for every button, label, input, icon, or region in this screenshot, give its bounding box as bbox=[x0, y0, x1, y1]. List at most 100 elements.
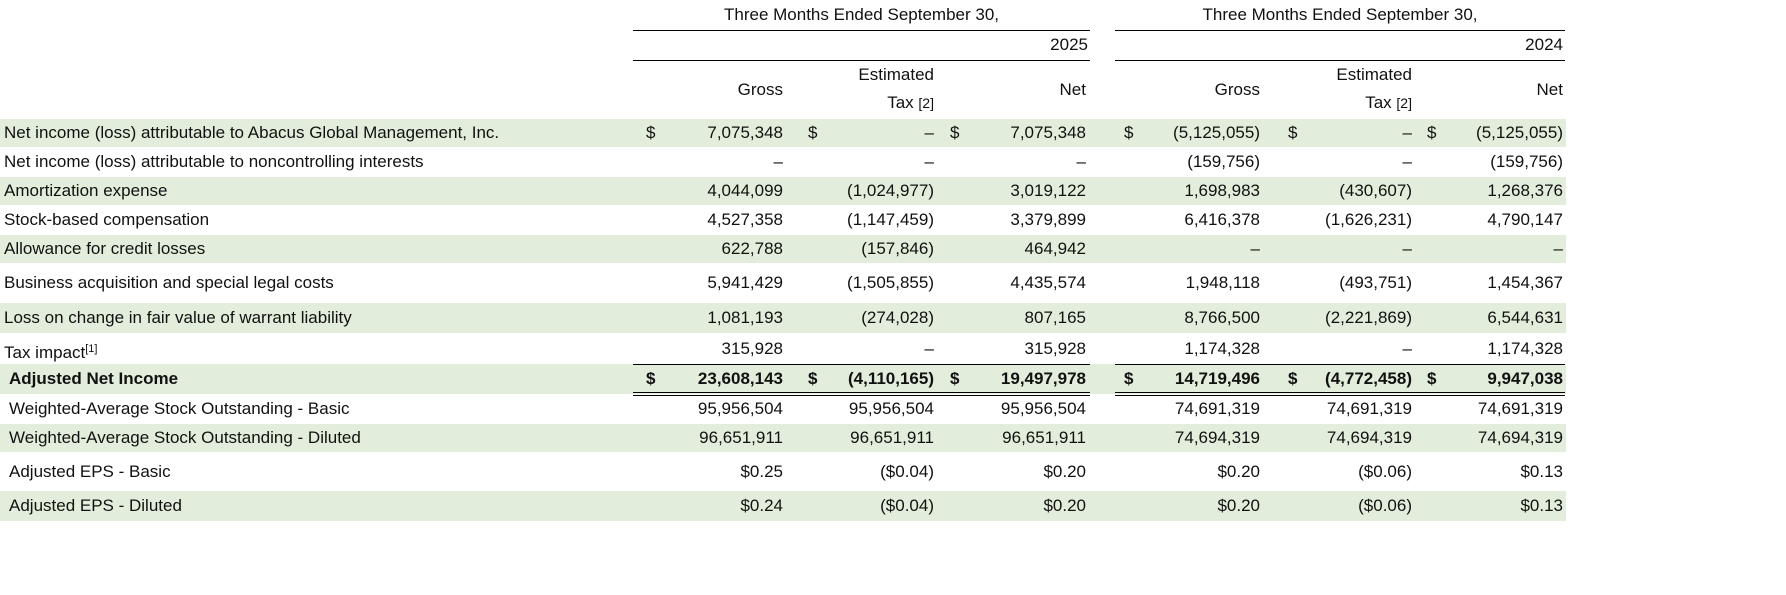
cell-value: (157,846) bbox=[861, 239, 934, 258]
cell-value: 4,527,358 bbox=[707, 210, 783, 229]
column-header: Net bbox=[1536, 80, 1563, 99]
row-label: Adjusted Net Income bbox=[9, 369, 179, 388]
cell-value: 74,691,319 bbox=[1477, 399, 1563, 418]
row-label: Stock-based compensation bbox=[4, 210, 210, 229]
group-year: 2024 bbox=[1525, 35, 1563, 54]
column-header: Estimated bbox=[1336, 65, 1412, 84]
cell-value: (5,125,055) bbox=[1476, 123, 1563, 142]
cell-value: $0.13 bbox=[1520, 461, 1563, 481]
cell-value: (4,772,458) bbox=[1325, 369, 1412, 388]
cell-value: $0.20 bbox=[1217, 496, 1260, 515]
row-label: Weighted-Average Stock Outstanding - Bas… bbox=[9, 399, 350, 418]
cell-value: – bbox=[1402, 152, 1412, 171]
currency-symbol: $ bbox=[1288, 369, 1298, 388]
row-label: Adjusted EPS - Diluted bbox=[9, 496, 182, 515]
cell-value: (159,756) bbox=[1187, 152, 1260, 171]
cell-value: 14,719,496 bbox=[1174, 369, 1260, 388]
cell-value: ($0.06) bbox=[1358, 461, 1412, 481]
currency-symbol: $ bbox=[646, 123, 656, 142]
cell-value: 5,941,429 bbox=[707, 273, 783, 292]
row-label: Allowance for credit losses bbox=[4, 239, 206, 258]
cell-value: 807,165 bbox=[1024, 308, 1086, 327]
total-rule bbox=[1115, 364, 1565, 365]
column-header: Gross bbox=[1214, 80, 1260, 99]
cell-value: $0.20 bbox=[1043, 496, 1086, 515]
cell-value: (5,125,055) bbox=[1173, 123, 1260, 142]
cell-value: – bbox=[1402, 239, 1412, 258]
group-year: 2025 bbox=[1050, 35, 1088, 54]
row-shade bbox=[0, 119, 1566, 147]
cell-value: (1,505,855) bbox=[847, 273, 934, 292]
column-header: Tax [2] bbox=[887, 93, 934, 112]
cell-value: (430,607) bbox=[1339, 181, 1412, 200]
cell-value: 622,788 bbox=[721, 239, 783, 258]
header-rule bbox=[1115, 30, 1565, 31]
cell-value: 3,019,122 bbox=[1010, 181, 1086, 200]
row-label: Net income (loss) attributable to noncon… bbox=[4, 152, 424, 171]
cell-value: $0.24 bbox=[740, 496, 783, 515]
cell-value: 74,694,319 bbox=[1174, 428, 1260, 447]
cell-value: 1,698,983 bbox=[1184, 181, 1260, 200]
footnote-ref: [1] bbox=[85, 342, 98, 355]
currency-symbol: $ bbox=[1427, 123, 1437, 142]
cell-value: ($0.04) bbox=[880, 461, 934, 481]
cell-value: 19,497,978 bbox=[1000, 369, 1086, 388]
cell-value: (493,751) bbox=[1339, 273, 1412, 292]
cell-value: (274,028) bbox=[861, 308, 934, 327]
cell-value: 7,075,348 bbox=[707, 123, 783, 142]
cell-value: – bbox=[924, 338, 934, 358]
cell-value: 315,928 bbox=[1024, 338, 1086, 358]
column-header: Estimated bbox=[858, 65, 934, 84]
cell-value: ($0.06) bbox=[1358, 496, 1412, 515]
currency-symbol: $ bbox=[808, 369, 818, 388]
cell-value: 95,956,504 bbox=[848, 399, 934, 418]
row-shade bbox=[0, 491, 1566, 521]
total-rule bbox=[633, 392, 1090, 393]
cell-value: 74,694,319 bbox=[1326, 428, 1412, 447]
currency-symbol: $ bbox=[1427, 369, 1437, 388]
total-rule bbox=[633, 395, 1090, 396]
cell-value: $0.13 bbox=[1520, 496, 1563, 515]
currency-symbol: $ bbox=[950, 123, 960, 142]
currency-symbol: $ bbox=[1124, 369, 1134, 388]
header-rule bbox=[1115, 60, 1565, 61]
column-header: Net bbox=[1059, 80, 1086, 99]
cell-value: 96,651,911 bbox=[850, 428, 934, 447]
cell-value: 23,608,143 bbox=[697, 369, 783, 388]
cell-value: 74,691,319 bbox=[1174, 399, 1260, 418]
header-rule bbox=[633, 30, 1090, 31]
row-label: Loss on change in fair value of warrant … bbox=[4, 308, 352, 327]
cell-value: 1,081,193 bbox=[707, 308, 783, 327]
currency-symbol: $ bbox=[1288, 123, 1298, 142]
cell-value: $0.20 bbox=[1217, 461, 1260, 481]
cell-value: 8,766,500 bbox=[1184, 308, 1260, 327]
cell-value: – bbox=[1402, 338, 1412, 358]
cell-value: 3,379,899 bbox=[1010, 210, 1086, 229]
cell-value: 1,174,328 bbox=[1487, 338, 1563, 358]
row-shade bbox=[0, 235, 1566, 263]
cell-value: (2,221,869) bbox=[1325, 308, 1412, 327]
header-rule bbox=[633, 60, 1090, 61]
cell-value: 7,075,348 bbox=[1010, 123, 1086, 142]
cell-value: 95,956,504 bbox=[697, 399, 783, 418]
cell-value: 1,948,118 bbox=[1185, 273, 1260, 292]
cell-value: 74,691,319 bbox=[1326, 399, 1412, 418]
row-label: Weighted-Average Stock Outstanding - Dil… bbox=[9, 428, 361, 447]
row-label: Amortization expense bbox=[4, 181, 168, 200]
cell-value: – bbox=[924, 123, 934, 142]
cell-value: 96,651,911 bbox=[699, 428, 783, 447]
currency-symbol: $ bbox=[950, 369, 960, 388]
row-shade bbox=[0, 364, 1566, 394]
group-title: Three Months Ended September 30, bbox=[724, 5, 999, 24]
cell-value: – bbox=[1402, 123, 1412, 142]
cell-value: 4,790,147 bbox=[1487, 210, 1563, 229]
currency-symbol: $ bbox=[646, 369, 656, 388]
cell-value: 6,544,631 bbox=[1487, 308, 1563, 327]
total-rule bbox=[1115, 392, 1565, 393]
cell-value: 1,268,376 bbox=[1487, 181, 1563, 200]
footnote-ref: [2] bbox=[918, 95, 934, 111]
cell-value: $0.25 bbox=[740, 461, 783, 481]
cell-value: $0.20 bbox=[1043, 461, 1086, 481]
cell-value: 464,942 bbox=[1024, 239, 1086, 258]
